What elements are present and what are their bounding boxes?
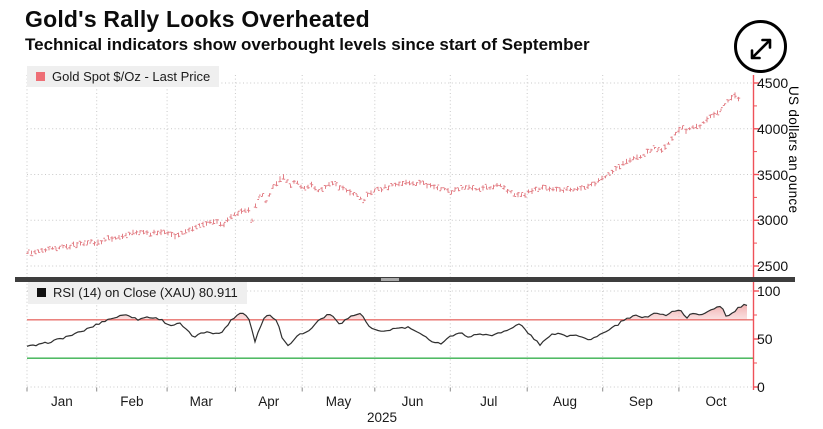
- expand-arrows-icon: [750, 38, 772, 59]
- chart-subtitle: Technical indicators show overbought lev…: [25, 35, 590, 54]
- x-axis-year-label: 2025: [366, 410, 398, 425]
- price-axis-tick-4000: 4000: [757, 120, 789, 137]
- rsi-axis-tick-50: 50: [757, 331, 773, 347]
- price-series-path: [26, 92, 741, 257]
- price-series-legend-label: Gold Spot $/Oz - Last Price: [52, 69, 211, 84]
- panel-resize-handle[interactable]: [15, 277, 795, 282]
- rsi-overbought-fill: [27, 304, 747, 320]
- price-axis-title: US dollars an ounce: [786, 86, 801, 214]
- x-axis-label-oct: Oct: [705, 394, 727, 409]
- x-axis-label-jun: Jun: [401, 394, 424, 409]
- rsi-series-path: [26, 303, 748, 347]
- x-axis-label-mar: Mar: [189, 394, 213, 409]
- rsi-series-legend[interactable]: RSI (14) on Close (XAU) 80.911: [28, 281, 247, 304]
- resize-grip-icon: [381, 278, 399, 281]
- price-axis-tick-2500: 2500: [757, 258, 789, 274]
- x-axis-label-jan: Jan: [50, 394, 73, 409]
- expand-chart-button[interactable]: [734, 20, 787, 73]
- price-series-swatch-icon: [36, 72, 45, 81]
- rsi-series-swatch-icon: [37, 288, 46, 297]
- price-axis-tick-3500: 3500: [757, 166, 789, 183]
- chart-title: Gold's Rally Looks Overheated: [25, 6, 370, 32]
- x-axis-label-aug: Aug: [552, 394, 577, 409]
- rsi-series-legend-label: RSI (14) on Close (XAU) 80.911: [53, 285, 238, 300]
- x-axis-label-sep: Sep: [628, 394, 653, 409]
- rsi-axis-tick-100: 100: [757, 283, 781, 299]
- x-axis-label-feb: Feb: [120, 394, 144, 409]
- price-series-legend[interactable]: Gold Spot $/Oz - Last Price: [27, 66, 220, 87]
- rsi-axis-tick-0: 0: [757, 379, 765, 395]
- x-axis-label-may: May: [325, 394, 352, 409]
- price-axis-tick-4500: 4500: [757, 75, 789, 91]
- price-axis-tick-3000: 3000: [757, 212, 789, 229]
- x-axis-label-apr: Apr: [258, 394, 280, 409]
- x-axis-label-jul: Jul: [480, 394, 498, 409]
